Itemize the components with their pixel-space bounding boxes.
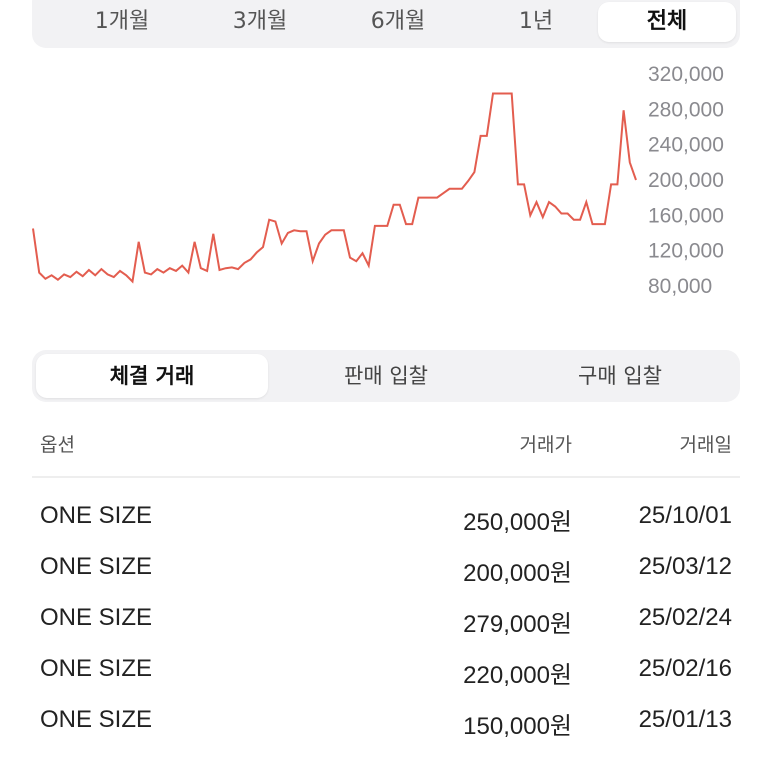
row-date: 25/02/24: [638, 604, 732, 631]
y-tick-label: 200,000: [648, 169, 724, 192]
tab-1-year[interactable]: 1년: [518, 9, 554, 34]
table-row: ONE SIZE 150,000원 25/01/13: [40, 702, 732, 742]
tab-sell-bids[interactable]: 판매 입찰: [344, 364, 428, 388]
header-price: 거래가: [519, 434, 572, 456]
row-date: 25/03/12: [638, 553, 732, 580]
row-date: 25/01/13: [638, 706, 732, 733]
period-selector: 1개월 3개월 6개월 1년 전체: [32, 0, 740, 48]
table-row: ONE SIZE 220,000원 25/02/16: [40, 651, 732, 691]
row-option: ONE SIZE: [40, 604, 153, 631]
y-tick-label: 320,000: [648, 63, 724, 86]
row-option: ONE SIZE: [40, 655, 153, 682]
row-price: 220,000원: [463, 662, 572, 689]
header-date: 거래일: [679, 434, 732, 456]
row-option: ONE SIZE: [40, 706, 153, 733]
tab-buy-bids[interactable]: 구매 입찰: [578, 364, 662, 388]
row-price: 250,000원: [463, 509, 572, 536]
price-chart: 320,000 280,000 240,000 200,000 160,000 120,0…: [0, 60, 772, 300]
header-option: 옵션: [40, 434, 75, 456]
y-tick-label: 120,000: [648, 240, 724, 263]
y-tick-label: 240,000: [648, 134, 724, 157]
row-price: 200,000원: [463, 560, 572, 587]
row-date: 25/02/16: [638, 655, 732, 682]
trade-type-selector: 체결 거래 판매 입찰 구매 입찰: [32, 350, 740, 402]
y-tick-label: 280,000: [648, 98, 724, 121]
tab-6-months[interactable]: 6개월: [370, 9, 426, 34]
trade-table-header: 옵션 거래가 거래일: [40, 430, 732, 466]
y-tick-label: 80,000: [648, 275, 712, 298]
table-row: ONE SIZE 250,000원 25/10/01: [40, 498, 732, 538]
row-option: ONE SIZE: [40, 502, 153, 529]
row-option: ONE SIZE: [40, 553, 153, 580]
row-price: 279,000원: [463, 611, 572, 638]
y-tick-label: 160,000: [648, 204, 724, 227]
tab-1-month[interactable]: 1개월: [94, 9, 150, 34]
row-price: 150,000원: [463, 713, 572, 740]
tab-all[interactable]: 전체: [598, 2, 736, 42]
row-date: 25/10/01: [638, 502, 732, 529]
tab-completed-trades[interactable]: 체결 거래: [36, 354, 268, 398]
table-divider: [32, 476, 740, 478]
table-row: ONE SIZE 200,000원 25/03/12: [40, 549, 732, 589]
tab-3-months[interactable]: 3개월: [232, 9, 288, 34]
price-series-line: [32, 92, 637, 284]
table-row: ONE SIZE 279,000원 25/02/24: [40, 600, 732, 640]
price-chart-svg: 320,000 280,000 240,000 200,000 160,000 120,0…: [32, 63, 724, 298]
